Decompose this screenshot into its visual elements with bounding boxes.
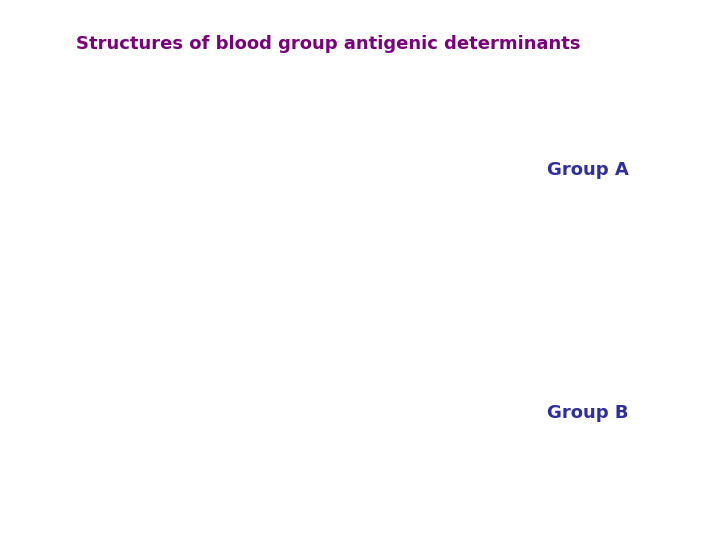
Text: Group B: Group B — [547, 404, 629, 422]
Text: Group A: Group A — [547, 161, 629, 179]
Text: Structures of blood group antigenic determinants: Structures of blood group antigenic dete… — [76, 35, 580, 53]
